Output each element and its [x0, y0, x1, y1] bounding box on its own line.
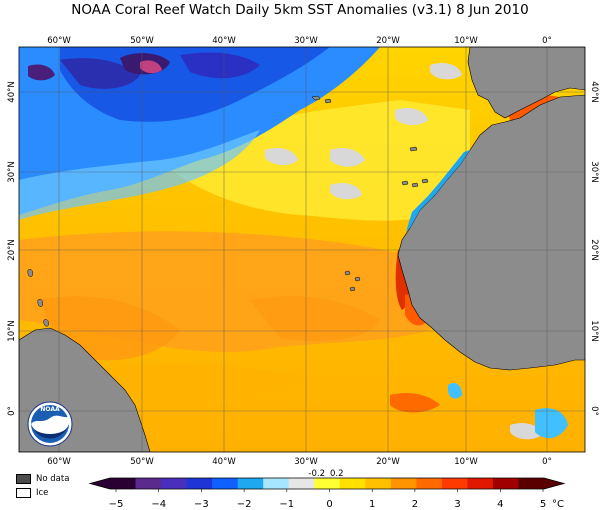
nodata-patch-4	[430, 63, 462, 80]
coastal-upwelling	[406, 150, 470, 232]
cold-core-2	[180, 52, 260, 79]
cold-core-4	[28, 64, 55, 81]
cool-spot-1	[448, 383, 462, 399]
lat-labels-right: 40°N 30°N 20°N 10°N 0°	[589, 81, 599, 416]
land-lesser-antilles	[27, 269, 49, 327]
lon-label-bottom: 10°W	[454, 457, 478, 467]
hot-spot-gulf	[390, 393, 440, 413]
lon-label-top: 30°W	[294, 36, 318, 46]
lat-label-right: 20°N	[589, 239, 599, 260]
cold-fringe	[19, 130, 260, 220]
land-cape-verde	[344, 270, 361, 292]
land-iberia	[467, 47, 585, 119]
ice-label: Ice	[36, 488, 49, 498]
lon-label-top: 20°W	[376, 36, 400, 46]
land-madeira	[409, 146, 418, 152]
lon-label-bottom: 20°W	[376, 457, 400, 467]
nodata-patch-3	[395, 108, 428, 126]
nodata-label: No data	[36, 474, 70, 484]
cool-spot-2	[535, 408, 568, 439]
nodata-swatch	[16, 474, 31, 484]
nodata-patch-6	[510, 423, 542, 440]
lon-label-top: 0°	[542, 36, 552, 46]
lon-label-top: 60°W	[47, 36, 71, 46]
noaa-logo: NOAA	[27, 401, 73, 447]
lat-label-left: 40°N	[7, 81, 17, 102]
lon-label-top: 40°W	[212, 36, 236, 46]
noaa-logo-text: NOAA	[40, 406, 60, 413]
map-frame	[18, 46, 586, 453]
land-africa	[397, 94, 585, 371]
map-field	[19, 47, 585, 452]
lat-label-left: 0°	[7, 406, 17, 416]
warm-patch-3	[100, 364, 300, 400]
lon-label-bottom: 50°W	[130, 457, 154, 467]
lat-label-left: 10°N	[7, 320, 17, 341]
nodata-patch-5	[330, 183, 362, 200]
lat-label-left: 20°N	[7, 239, 17, 260]
nodata-patch-1	[330, 148, 365, 167]
ice-swatch	[16, 488, 31, 498]
warm-patch-2	[250, 296, 380, 341]
lon-labels-top: 60°W 50°W 40°W 30°W 20°W 10°W 0°	[47, 36, 552, 46]
lon-label-top: 50°W	[130, 36, 154, 46]
lon-labels-bottom: 60°W 50°W 40°W 30°W 20°W 10°W 0°	[47, 457, 552, 467]
lat-label-left: 30°N	[7, 161, 17, 182]
lon-label-bottom: 60°W	[47, 457, 71, 467]
nodata-patch-2	[265, 148, 298, 166]
lon-label-top: 10°W	[454, 36, 478, 46]
lon-label-bottom: 40°W	[212, 457, 236, 467]
land-azores	[311, 95, 332, 104]
cold-core-1	[60, 58, 140, 89]
lat-label-right: 30°N	[589, 161, 599, 182]
lat-label-right: 40°N	[589, 81, 599, 102]
lon-label-bottom: 0°	[542, 457, 552, 467]
graticule	[19, 47, 585, 452]
lon-label-bottom: 30°W	[294, 457, 318, 467]
lat-label-right: 0°	[589, 406, 599, 416]
map-title: NOAA Coral Reef Watch Daily 5km SST Anom…	[71, 2, 529, 18]
lat-label-right: 10°N	[589, 320, 599, 341]
land-canaries	[401, 178, 429, 188]
lat-labels-left: 40°N 30°N 20°N 10°N 0°	[7, 81, 17, 416]
cold-core-5	[140, 60, 162, 74]
